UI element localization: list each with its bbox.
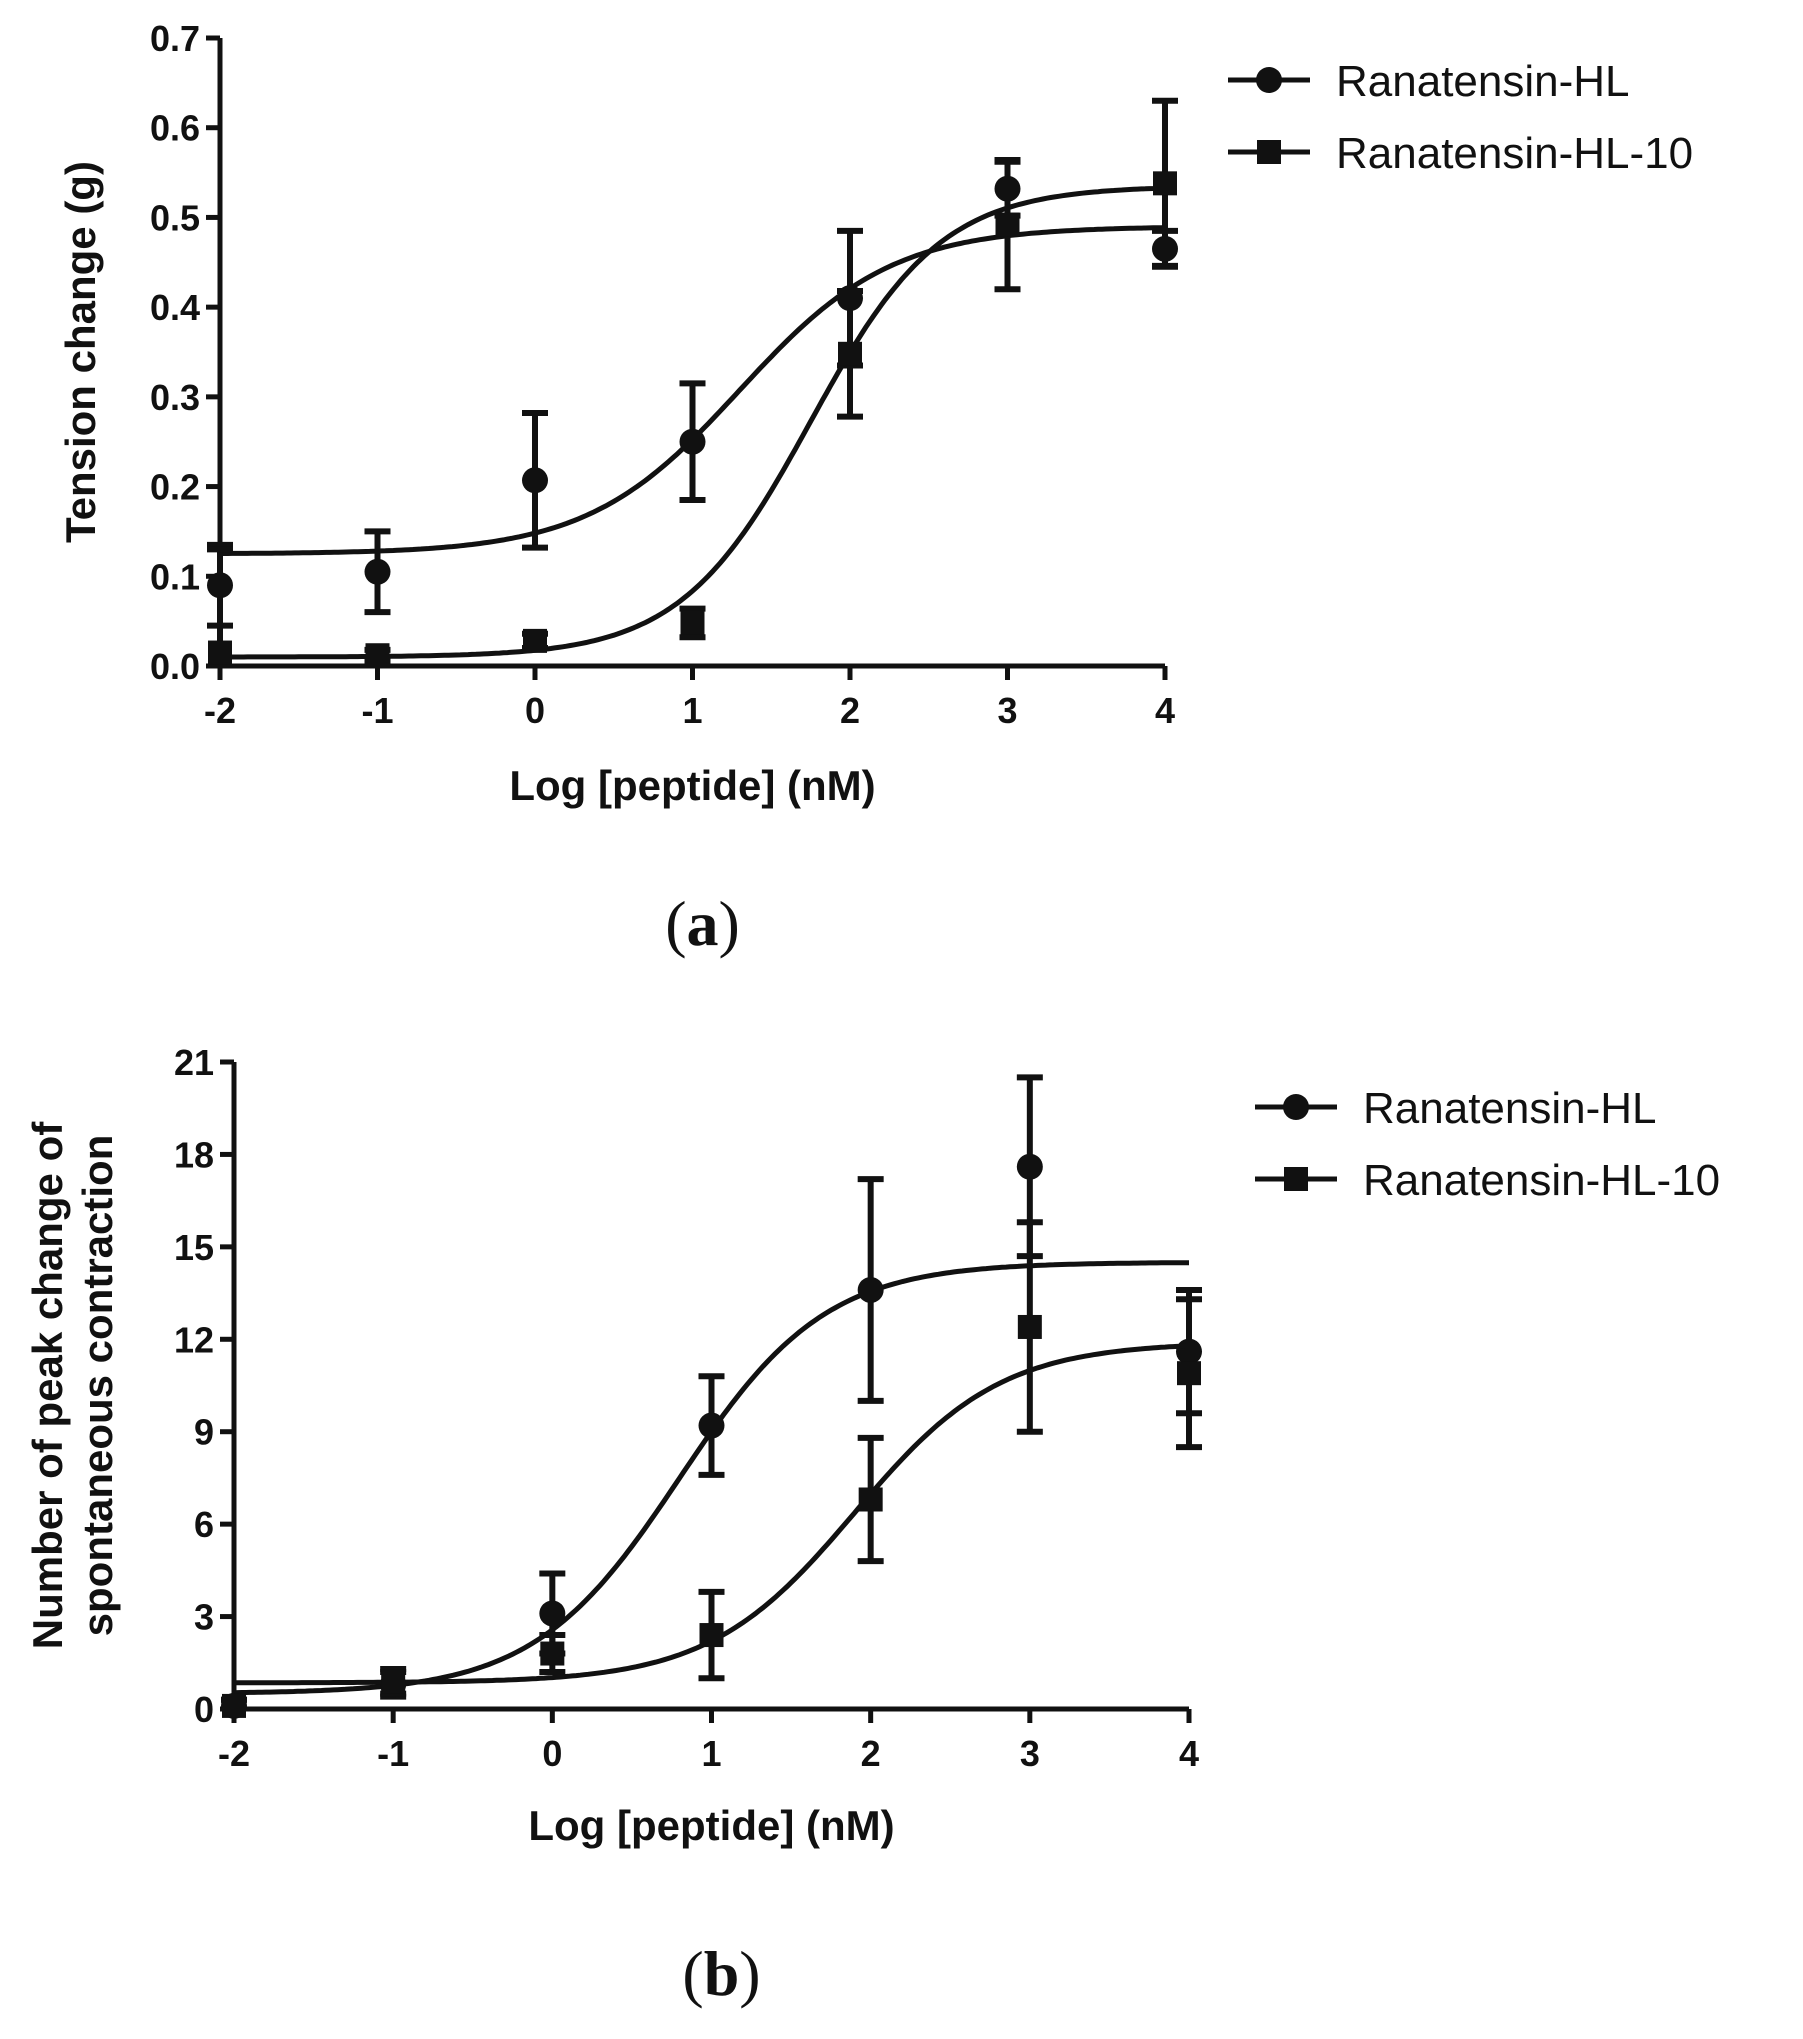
x-tick-label: 4: [1179, 1733, 1199, 1774]
panel-label: (a): [665, 888, 740, 959]
legend-label: Ranatensin-HL: [1336, 57, 1630, 106]
data-point-square: [1017, 1314, 1042, 1339]
data-point-square: [1153, 171, 1177, 196]
y-tick-label: 0.0: [150, 646, 200, 687]
data-point-square: [208, 640, 232, 665]
panel-label: (b): [682, 1938, 760, 2009]
y-tick-label: 15: [174, 1227, 214, 1268]
data-point-square: [838, 341, 862, 366]
y-tick-label: 18: [174, 1134, 214, 1175]
x-tick-label: 4: [1155, 690, 1175, 731]
legend-marker-circle: [1283, 1094, 1309, 1120]
x-tick-label: 2: [840, 690, 860, 731]
y-tick-label: 6: [194, 1504, 214, 1545]
y-tick-label: 21: [174, 1042, 214, 1083]
legend-marker-square: [1257, 140, 1281, 164]
data-point-square: [381, 1669, 406, 1694]
data-point-square: [995, 212, 1020, 237]
data-point-square: [1177, 1361, 1201, 1386]
data-point-circle: [698, 1412, 725, 1439]
x-tick-label: -2: [218, 1733, 250, 1774]
y-tick-label: 0.5: [150, 197, 200, 238]
data-point-square: [858, 1487, 883, 1512]
panel-a-chart: 0.0 0.1 0.2 0.3 0.4 0.5 0.6 0.7 -2 -1 0 1 2 3 4 Log [pe…: [57, 18, 1693, 959]
data-point-circle: [364, 558, 391, 585]
y-axis-title: Number of peak change of: [24, 1121, 71, 1649]
data-point-circle: [857, 1276, 884, 1303]
y-tick-label: 0.2: [150, 467, 200, 508]
data-point-square: [540, 1641, 565, 1666]
x-axis-title: Log [peptide] (nM): [509, 762, 875, 809]
y-tick-label: 9: [194, 1412, 214, 1453]
y-tick-label: 0.7: [150, 18, 200, 59]
legend-marker-circle: [1256, 67, 1282, 93]
x-tick-label: 0: [525, 690, 545, 731]
y-tick-label: 0.4: [150, 287, 200, 328]
x-tick-label: 0: [542, 1733, 562, 1774]
y-axis-title: spontaneous contraction: [74, 1135, 121, 1637]
data-point-square: [680, 610, 705, 635]
x-tick-label: 1: [682, 690, 702, 731]
y-tick-label: 0.1: [150, 556, 200, 597]
y-axis-title: Tension change (g): [57, 161, 104, 543]
data-point-circle: [1016, 1153, 1043, 1180]
data-point-circle: [522, 467, 548, 494]
legend-label: Ranatensin-HL-10: [1336, 129, 1693, 178]
x-tick-label: -2: [204, 690, 236, 731]
data-point-circle: [539, 1600, 566, 1627]
data-point-square: [523, 628, 547, 653]
x-axis-title: Log [peptide] (nM): [528, 1802, 894, 1849]
y-tick-label: 3: [194, 1597, 214, 1638]
data-point-square: [699, 1623, 724, 1648]
data-point-square: [365, 643, 390, 668]
legend-label: Ranatensin-HL-10: [1363, 1156, 1720, 1205]
y-tick-label: 0: [194, 1689, 214, 1730]
x-tick-label: -1: [361, 690, 393, 731]
y-tick-label: 0.3: [150, 377, 200, 418]
y-tick-label: 12: [174, 1319, 214, 1360]
x-tick-label: 3: [1020, 1733, 1040, 1774]
x-tick-label: 1: [701, 1733, 721, 1774]
data-point-square: [222, 1693, 246, 1718]
x-tick-label: 2: [861, 1733, 881, 1774]
x-tick-label: -1: [377, 1733, 409, 1774]
x-tick-label: 3: [997, 690, 1017, 731]
legend-label: Ranatensin-HL: [1363, 1084, 1657, 1133]
data-point-circle: [679, 428, 706, 455]
legend-marker-square: [1284, 1167, 1308, 1191]
y-tick-label: 0.6: [150, 108, 200, 149]
